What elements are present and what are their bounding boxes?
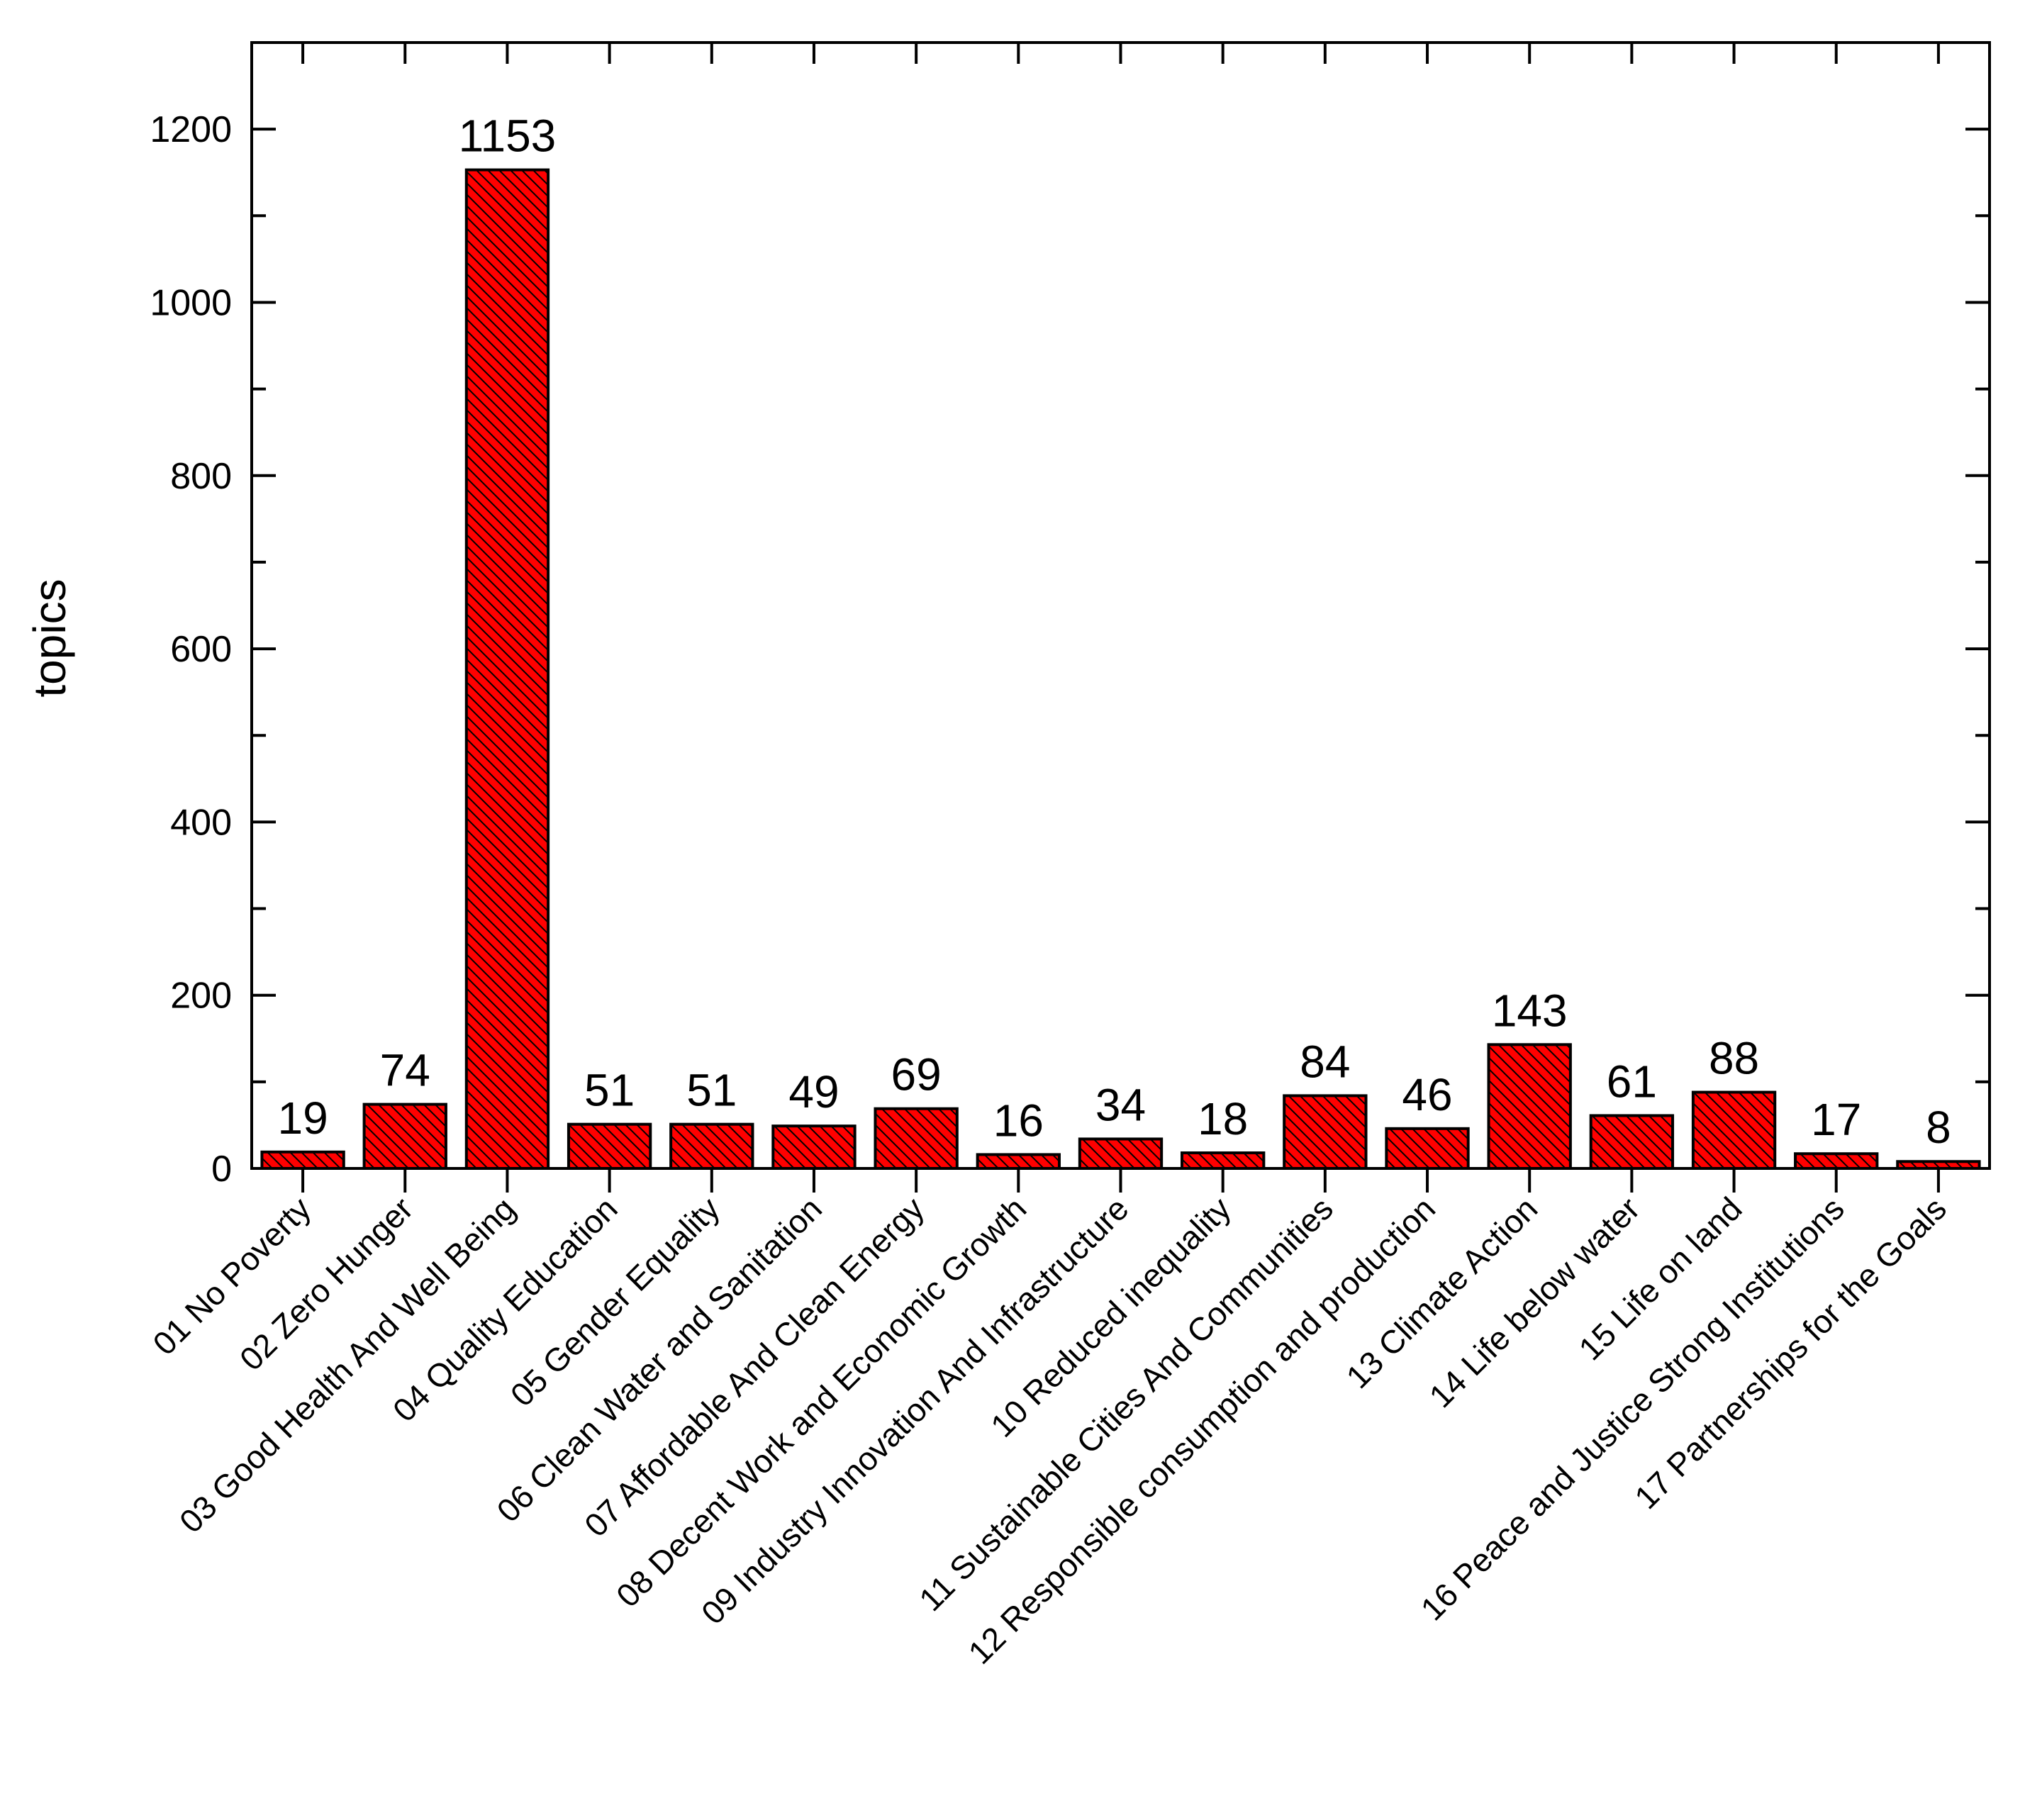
data-label: 69 xyxy=(891,1049,942,1100)
data-label: 51 xyxy=(584,1065,635,1116)
data-label: 143 xyxy=(1492,985,1568,1036)
data-label: 34 xyxy=(1095,1079,1146,1130)
y-tick-label: 400 xyxy=(170,802,232,843)
axes-layer: 0 200 400 600 800 1000 1200 xyxy=(150,41,1991,1193)
bar xyxy=(874,1107,959,1171)
data-label: 8 xyxy=(1926,1102,1951,1153)
data-label: 16 xyxy=(993,1095,1044,1146)
bar xyxy=(1078,1137,1164,1170)
bar xyxy=(567,1122,652,1170)
data-label: 46 xyxy=(1402,1069,1452,1120)
bars-layer xyxy=(260,168,1981,1171)
data-label: 1153 xyxy=(459,111,557,162)
bar xyxy=(1589,1114,1675,1171)
bar xyxy=(1794,1152,1879,1171)
data-label: 84 xyxy=(1300,1036,1350,1087)
bar xyxy=(1283,1094,1368,1170)
bar xyxy=(1896,1160,1981,1170)
bar xyxy=(1487,1043,1572,1170)
bar xyxy=(1691,1090,1777,1171)
bar xyxy=(976,1153,1061,1171)
bar xyxy=(464,168,550,1170)
data-label: 19 xyxy=(277,1093,328,1144)
bar xyxy=(669,1122,754,1170)
data-label: 88 xyxy=(1709,1033,1759,1084)
y-axis-title: topics xyxy=(24,579,75,697)
bar xyxy=(260,1150,345,1171)
x-category-label: 13 Climate Action xyxy=(1339,1190,1544,1395)
y-tick-label: 0 xyxy=(211,1149,232,1190)
data-label: 51 xyxy=(686,1065,737,1116)
y-tick-label: 1200 xyxy=(150,109,232,150)
y-tick-label: 1000 xyxy=(150,282,232,323)
y-tick-label: 200 xyxy=(170,976,232,1017)
x-category-label: 02 Zero Hunger xyxy=(233,1190,420,1378)
x-category-label: 12 Responsible consumption and productio… xyxy=(961,1190,1442,1671)
bar xyxy=(771,1124,857,1171)
bar xyxy=(362,1102,447,1171)
bar xyxy=(1385,1127,1470,1170)
y-tick-label: 600 xyxy=(170,629,232,670)
data-label: 74 xyxy=(380,1045,430,1096)
data-label: 61 xyxy=(1607,1056,1657,1107)
y-tick-label: 800 xyxy=(170,456,232,497)
data-label: 17 xyxy=(1811,1094,1861,1145)
data-label: 49 xyxy=(788,1066,839,1117)
bar xyxy=(1181,1151,1266,1171)
data-label: 18 xyxy=(1198,1093,1248,1144)
